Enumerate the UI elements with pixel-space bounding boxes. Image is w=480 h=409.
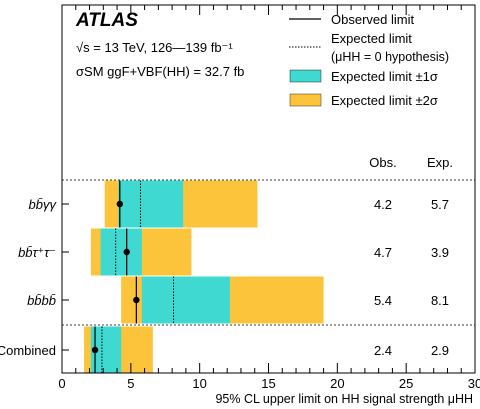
legend-observed-label: Observed limit [331,12,414,27]
exp-value: 2.9 [431,343,449,358]
x-tick-label: 0 [58,376,65,391]
x-tick-label: 20 [330,376,344,391]
energy-label: √s = 13 TeV, 126—139 fb⁻¹ [76,40,233,55]
observed-limit-marker [123,248,130,256]
obs-value: 4.7 [374,245,392,260]
legend-band1-label: Expected limit ±1σ [331,69,438,84]
channel-label: Combined [0,343,56,358]
x-axis-title: 95% CL upper limit on HH signal strength… [215,392,473,406]
legend-band2-label: Expected limit ±2σ [331,93,438,108]
legend-band1-swatch [289,69,322,83]
channel-label: bb̄γγ [29,197,58,212]
experiment-label: ATLAS [75,10,138,31]
legend-expected-label-hypothesis: (μHH = 0 hypothesis) [331,50,449,64]
obs-column-header: Obs. [369,155,396,170]
x-tick-label: 25 [399,376,413,391]
exp-value: 8.1 [431,293,449,308]
exp-value: 3.9 [431,245,449,260]
obs-value: 2.4 [374,343,392,358]
plot-frame [61,4,476,374]
observed-limit-marker [133,296,140,304]
band-1sigma [100,228,142,276]
channel-label: bb̄τ⁺τ⁻ [18,245,56,260]
band-1sigma [118,180,184,228]
band-1sigma [141,276,230,324]
channel-label: bb̄bb̄ [27,293,56,308]
x-tick-label: 10 [192,376,206,391]
plot-area: bb̄γγ 4.2 5.7 bb̄τ⁺τ⁻ 4.7 3.9 bb̄bb̄ 5.4 8.1 Comb… [0,5,480,391]
legend-expected-label: Expected limit [331,31,412,46]
x-tick-label: 15 [261,376,275,391]
obs-value: 4.2 [374,197,392,212]
observed-limit-marker [91,346,99,354]
cross-section-label: σSM ggF+VBF(HH) = 32.7 fb [76,64,244,79]
x-tick-label: 30 [468,376,480,391]
exp-value: 5.7 [431,197,449,212]
legend-band2-swatch [289,93,322,107]
exp-column-header: Exp. [427,155,453,170]
legend: Observed limit Expected limit (μHH = 0 h… [289,12,449,108]
x-tick-label: 5 [127,376,134,391]
obs-value: 5.4 [374,293,392,308]
observed-limit-marker [116,200,124,208]
